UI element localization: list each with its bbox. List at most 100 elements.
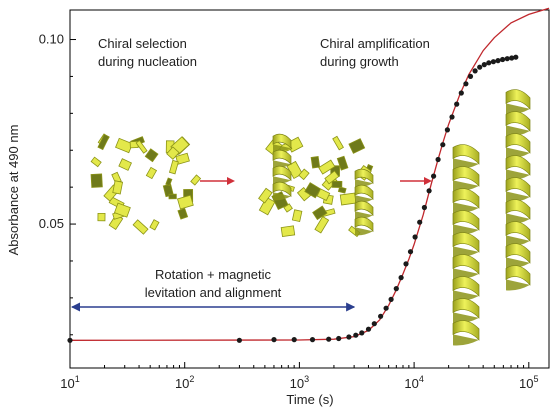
fragment-shape bbox=[168, 193, 177, 200]
fragments-cluster-nucleation bbox=[90, 133, 202, 235]
fragment-shape bbox=[332, 135, 344, 151]
data-point bbox=[435, 156, 441, 163]
data-point bbox=[500, 56, 506, 63]
data-point bbox=[481, 62, 487, 68]
data-point bbox=[365, 326, 372, 332]
fragment-shape bbox=[324, 170, 340, 185]
fragment-shape bbox=[168, 159, 179, 175]
helix-shadow bbox=[273, 192, 291, 201]
annotation-nucleation-line1: Chiral selection bbox=[98, 36, 187, 51]
fragment-shape bbox=[118, 158, 132, 171]
data-point bbox=[495, 58, 501, 64]
data-point bbox=[353, 332, 359, 338]
fragment-shape bbox=[318, 159, 336, 175]
data-point bbox=[458, 90, 464, 96]
x-tick-label: 102 bbox=[175, 374, 194, 391]
data-point bbox=[407, 249, 414, 255]
fragment-shape bbox=[258, 187, 273, 204]
data-point bbox=[271, 337, 277, 343]
x-tick-label: 104 bbox=[404, 374, 423, 391]
fragment-shape bbox=[177, 194, 194, 210]
helix-shadow bbox=[355, 227, 373, 236]
x-tick-label: 101 bbox=[60, 374, 79, 391]
x-axis-title: Time (s) bbox=[286, 392, 333, 407]
x-tick-label: 105 bbox=[519, 374, 538, 391]
data-point bbox=[486, 60, 492, 66]
fragment-shape bbox=[339, 192, 357, 206]
data-point bbox=[454, 101, 460, 107]
fragment-shape bbox=[258, 196, 276, 216]
data-point bbox=[426, 188, 432, 194]
fragment-shape bbox=[135, 139, 148, 154]
fragment-shape bbox=[291, 209, 303, 223]
data-point bbox=[477, 64, 483, 70]
annotation-levitation-line2: levitation and alignment bbox=[145, 285, 282, 300]
annotation-levitation-line1: Rotation + magnetic bbox=[155, 267, 271, 282]
fragment-shape bbox=[331, 180, 343, 188]
fragment-shape bbox=[190, 174, 202, 186]
fragment-shape bbox=[97, 133, 110, 151]
data-point bbox=[417, 219, 423, 225]
data-point bbox=[383, 305, 389, 311]
fragment-shape bbox=[316, 188, 331, 201]
fragment-shape bbox=[165, 177, 173, 187]
long-helix-b bbox=[505, 89, 531, 291]
data-point bbox=[359, 330, 365, 336]
fragment-shape bbox=[144, 148, 159, 163]
fragment-shape bbox=[90, 156, 102, 168]
fragment-shape bbox=[132, 219, 149, 235]
data-point bbox=[504, 56, 510, 62]
y-tick-label: 0.05 bbox=[39, 216, 64, 231]
data-point bbox=[440, 142, 446, 148]
fragment-shape bbox=[112, 180, 124, 195]
data-point bbox=[431, 173, 437, 179]
fragment-shape bbox=[97, 212, 106, 222]
fragment-shape bbox=[310, 156, 321, 169]
y-tick-label: 0.10 bbox=[39, 32, 64, 47]
x-axis-ticks: 101 102 103 104 105 bbox=[60, 362, 539, 391]
fragment-shape bbox=[145, 166, 158, 180]
data-point bbox=[463, 81, 469, 87]
data-point bbox=[336, 335, 342, 342]
data-point bbox=[513, 54, 519, 60]
fragment-shape bbox=[280, 225, 296, 238]
fragment-shape bbox=[90, 173, 103, 188]
small-helix-a bbox=[272, 133, 292, 201]
y-axis-title: Absorbance at 490 nm bbox=[6, 125, 21, 256]
data-point bbox=[412, 234, 418, 240]
data-point bbox=[398, 275, 404, 281]
data-point bbox=[67, 337, 73, 343]
data-point bbox=[509, 55, 515, 61]
data-point bbox=[388, 296, 394, 302]
data-point bbox=[309, 337, 316, 343]
data-point bbox=[472, 68, 478, 74]
fragment-shape bbox=[113, 202, 131, 218]
fragment-shape bbox=[336, 155, 349, 171]
data-point bbox=[421, 204, 427, 211]
long-helix-a bbox=[452, 144, 480, 346]
data-point bbox=[449, 114, 455, 120]
data-point bbox=[490, 59, 496, 65]
annotation-growth-line2: during growth bbox=[320, 54, 399, 69]
data-point bbox=[467, 73, 474, 79]
data-point bbox=[236, 337, 242, 343]
annotation-nucleation-line2: during nucleation bbox=[98, 54, 197, 69]
data-point bbox=[444, 127, 450, 133]
fragment-shape bbox=[166, 146, 180, 160]
small-helix-b bbox=[354, 168, 374, 236]
data-point bbox=[393, 286, 399, 292]
helix-shadow bbox=[453, 334, 479, 346]
fragment-shape bbox=[177, 207, 189, 220]
helix-shadow bbox=[506, 279, 530, 291]
data-point bbox=[371, 321, 377, 327]
fragment-shape bbox=[312, 205, 328, 221]
y-axis-ticks: 0.05 0.10 bbox=[39, 32, 76, 336]
data-point bbox=[346, 334, 352, 340]
fragment-shape bbox=[337, 186, 347, 194]
fragment-shape bbox=[348, 138, 366, 154]
data-point bbox=[403, 261, 409, 267]
annotation-growth-line1: Chiral amplification bbox=[320, 36, 430, 51]
plot-frame bbox=[69, 9, 550, 369]
